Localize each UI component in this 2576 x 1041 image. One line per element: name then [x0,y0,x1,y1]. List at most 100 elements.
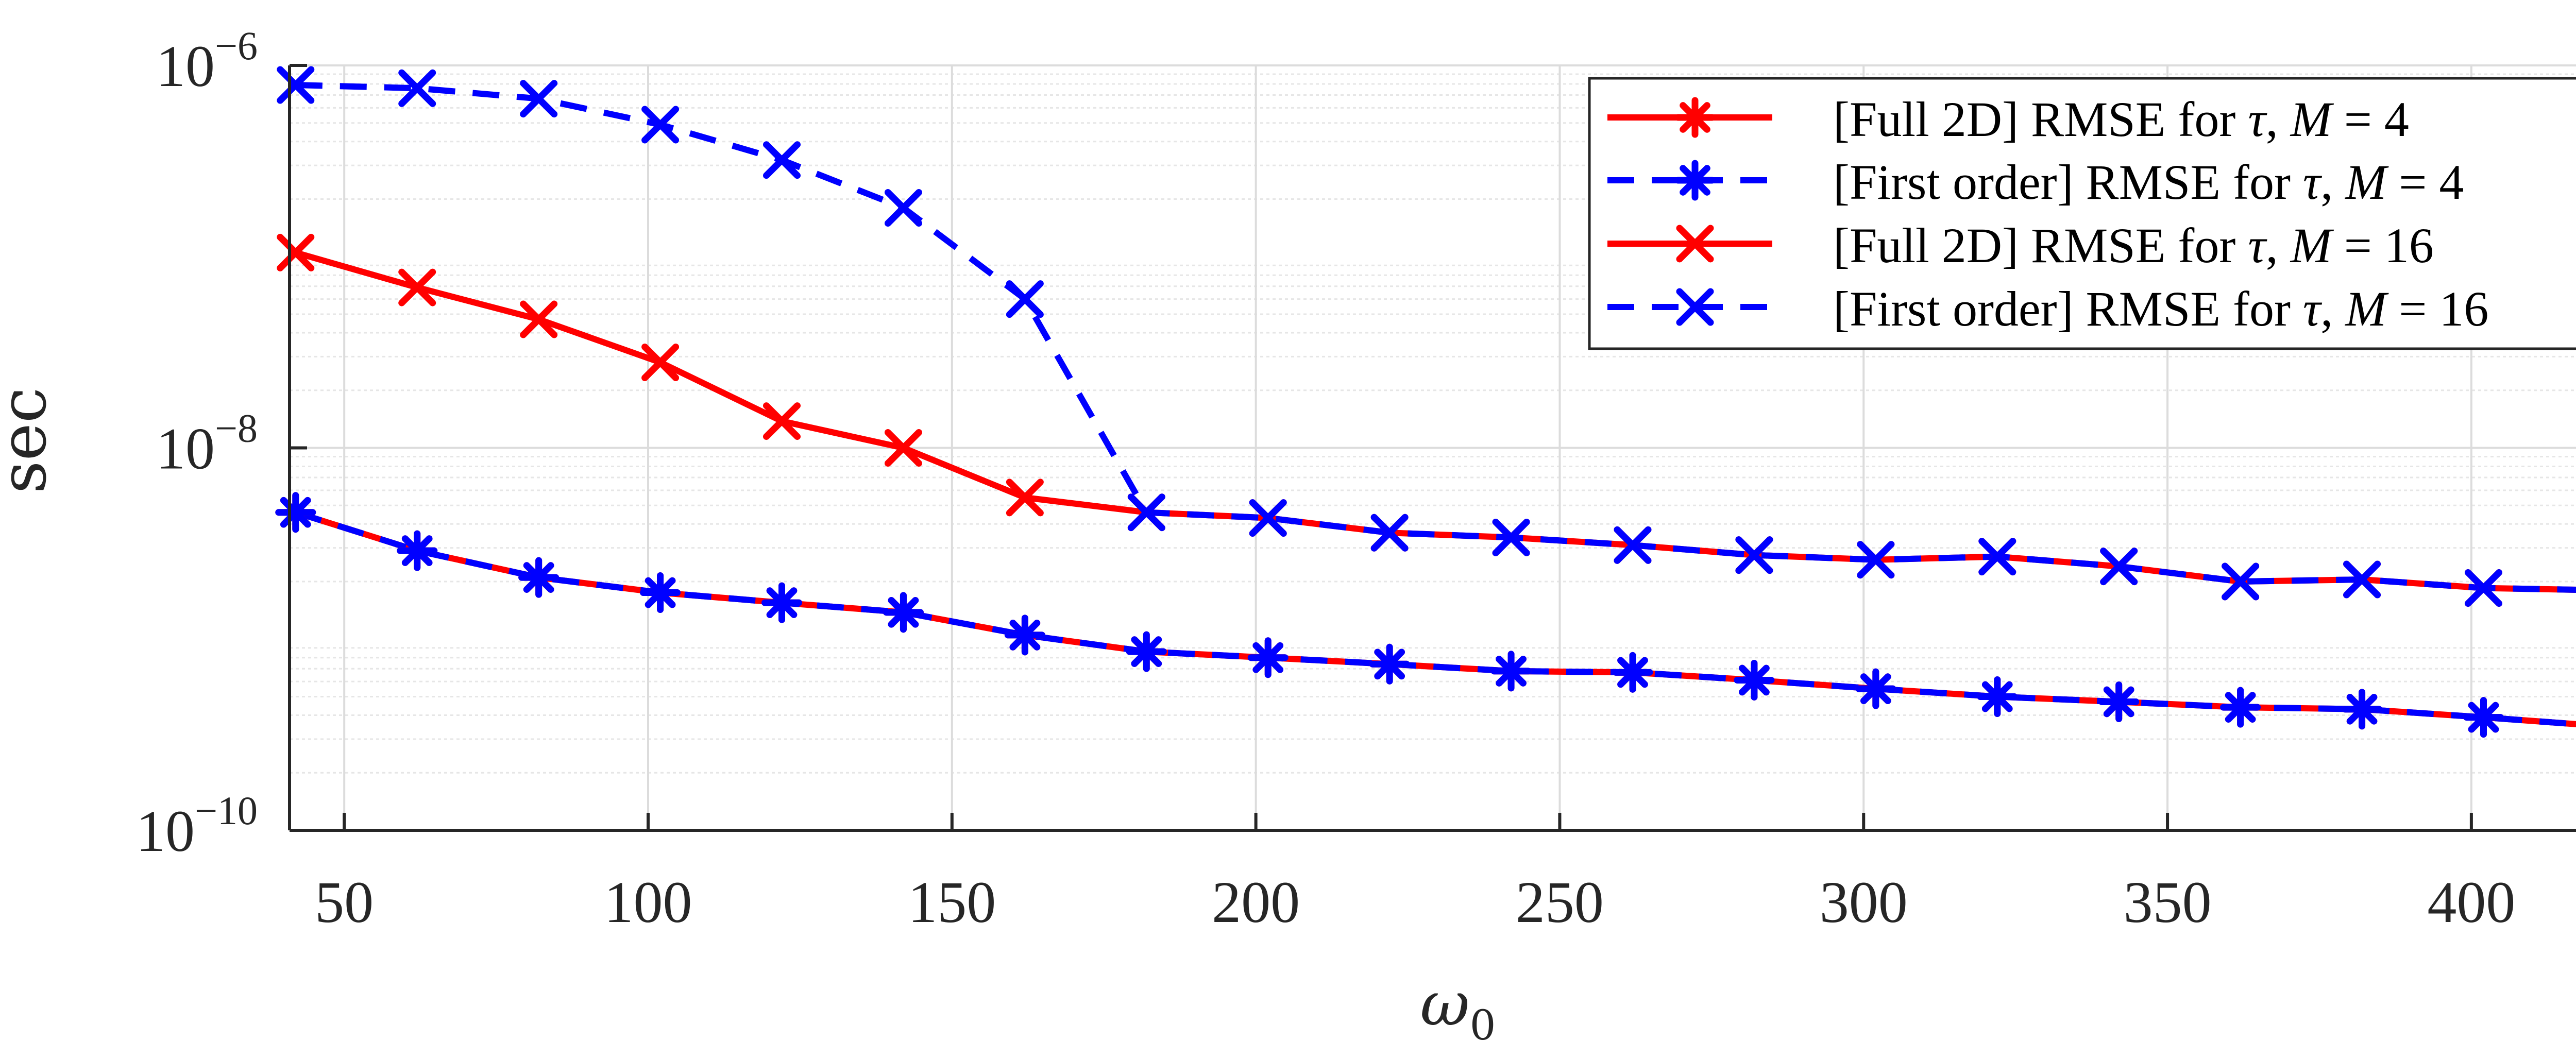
marker-stroke [2346,693,2378,725]
marker-stroke [1252,642,1284,673]
x-tick-label: 150 [908,869,996,935]
series-line-2 [294,509,2576,727]
data-point-s4-1 [277,66,315,104]
x-tick-label: 200 [1212,869,1300,935]
legend-box [1588,77,2576,350]
data-point-s2-14 [1855,668,1896,709]
data-point-s3-4 [641,343,680,381]
legend-marker-4 [1676,288,1714,326]
legend-label-part: M [2290,92,2334,147]
marker-stroke [2225,692,2256,723]
marker-stroke [766,587,798,618]
legend-label-part: = 16 [2332,218,2434,273]
marker-stroke [2103,686,2134,718]
legend-label-part: = 4 [2332,92,2409,147]
marker-stroke [1374,649,1405,680]
marker-stroke [1680,102,1710,133]
data-point-s4-7 [1006,280,1044,318]
y-tick-exponent: −10 [195,788,258,833]
y-axis-title: sec [0,387,61,493]
marker-stroke [641,106,680,144]
data-point-s2-1 [275,492,316,533]
legend-label-part: = 4 [2386,155,2464,210]
x-axis-title: ω0 [1420,968,1496,1041]
marker-stroke [2100,548,2138,586]
legend-label-part: [First order] RMSE for [1833,155,2303,210]
marker-stroke [1978,538,2016,576]
marker-stroke [763,141,801,179]
marker-stroke [1680,165,1710,196]
marker-stroke [277,66,315,104]
marker-stroke [1739,664,1770,696]
data-point-s4-17 [2222,562,2260,601]
marker-stroke [520,300,558,338]
y-tick-base: 10 [156,416,215,482]
data-point-s4-6 [884,189,922,227]
marker-stroke [1006,280,1044,318]
minor-gridlines [290,73,2576,774]
data-point-s2-2 [397,530,438,571]
marker-stroke [884,429,922,467]
data-point-s4-10 [1370,514,1409,552]
data-point-s2-9 [1247,637,1289,678]
data-point-s4-13 [1735,536,1773,574]
y-tick-label: 10−8 [156,406,258,482]
legend-label-3: [Full 2D] RMSE for τ, M = 16 [1833,218,2434,273]
data-point-s2-10 [1369,643,1410,685]
marker-stroke [2222,562,2260,601]
x-tick-label: 250 [1516,869,1604,935]
legend-marker-3 [1676,225,1714,263]
y-tick-exponent: −8 [215,406,258,451]
y-tick-label: 10−6 [156,23,258,99]
data-point-s4-16 [2100,548,2138,586]
marker-stroke [888,596,919,628]
marker-stroke [1131,636,1162,667]
data-point-s3-7 [1006,479,1044,517]
legend-label-2: [First order] RMSE for τ, M = 4 [1833,155,2464,210]
legend-label-part: [Full 2D] RMSE for [1833,218,2248,273]
data-point-s4-3 [520,80,558,118]
marker-stroke [1614,526,1652,564]
legend-label-4: [First order] RMSE for τ, M = 16 [1833,281,2488,336]
data-point-s4-9 [1249,499,1287,537]
marker-stroke [277,233,315,271]
data-point-s2-11 [1490,651,1532,692]
y-tick-base: 10 [136,798,195,864]
legend-label-part: τ [2248,92,2267,147]
legend-label-part: M [2290,218,2334,273]
marker-stroke [1676,225,1714,263]
marker-stroke [398,69,436,107]
marker-stroke [2464,569,2502,607]
marker-stroke [763,402,801,440]
data-point-s4-15 [1978,538,2016,576]
legend-label-part: τ [2248,218,2267,273]
data-point-s4-5 [763,141,801,179]
legend-label-part: , [2320,155,2345,210]
legend-marker-2 [1674,160,1716,201]
x-tick-label: 300 [1820,869,1908,935]
marker-stroke [520,80,558,118]
data-point-s2-4 [640,572,681,613]
legend-label-part: , [2266,218,2291,273]
data-point-s2-13 [1734,659,1775,701]
marker-stroke [1617,657,1648,688]
data-point-s2-17 [2220,687,2261,728]
legend-label-part: M [2344,281,2389,336]
marker-stroke [2468,702,2499,733]
data-point-s3-6 [884,429,922,467]
data-point-s4-18 [2343,560,2381,599]
data-point-s4-2 [398,69,436,107]
data-point-s4-4 [641,106,680,144]
marker-stroke [1496,656,1527,687]
marker-stroke [641,343,680,381]
y-tick-label: 10−10 [136,788,258,864]
data-point-s2-16 [2098,681,2140,722]
series-layer [275,66,2576,738]
marker-stroke [280,497,311,528]
data-point-s4-12 [1614,526,1652,564]
legend-label-part: = 16 [2386,281,2488,336]
x-tick-label: 400 [2427,869,2515,935]
x-tick-label: 350 [2124,869,2212,935]
x-tick-label: 100 [604,869,692,935]
